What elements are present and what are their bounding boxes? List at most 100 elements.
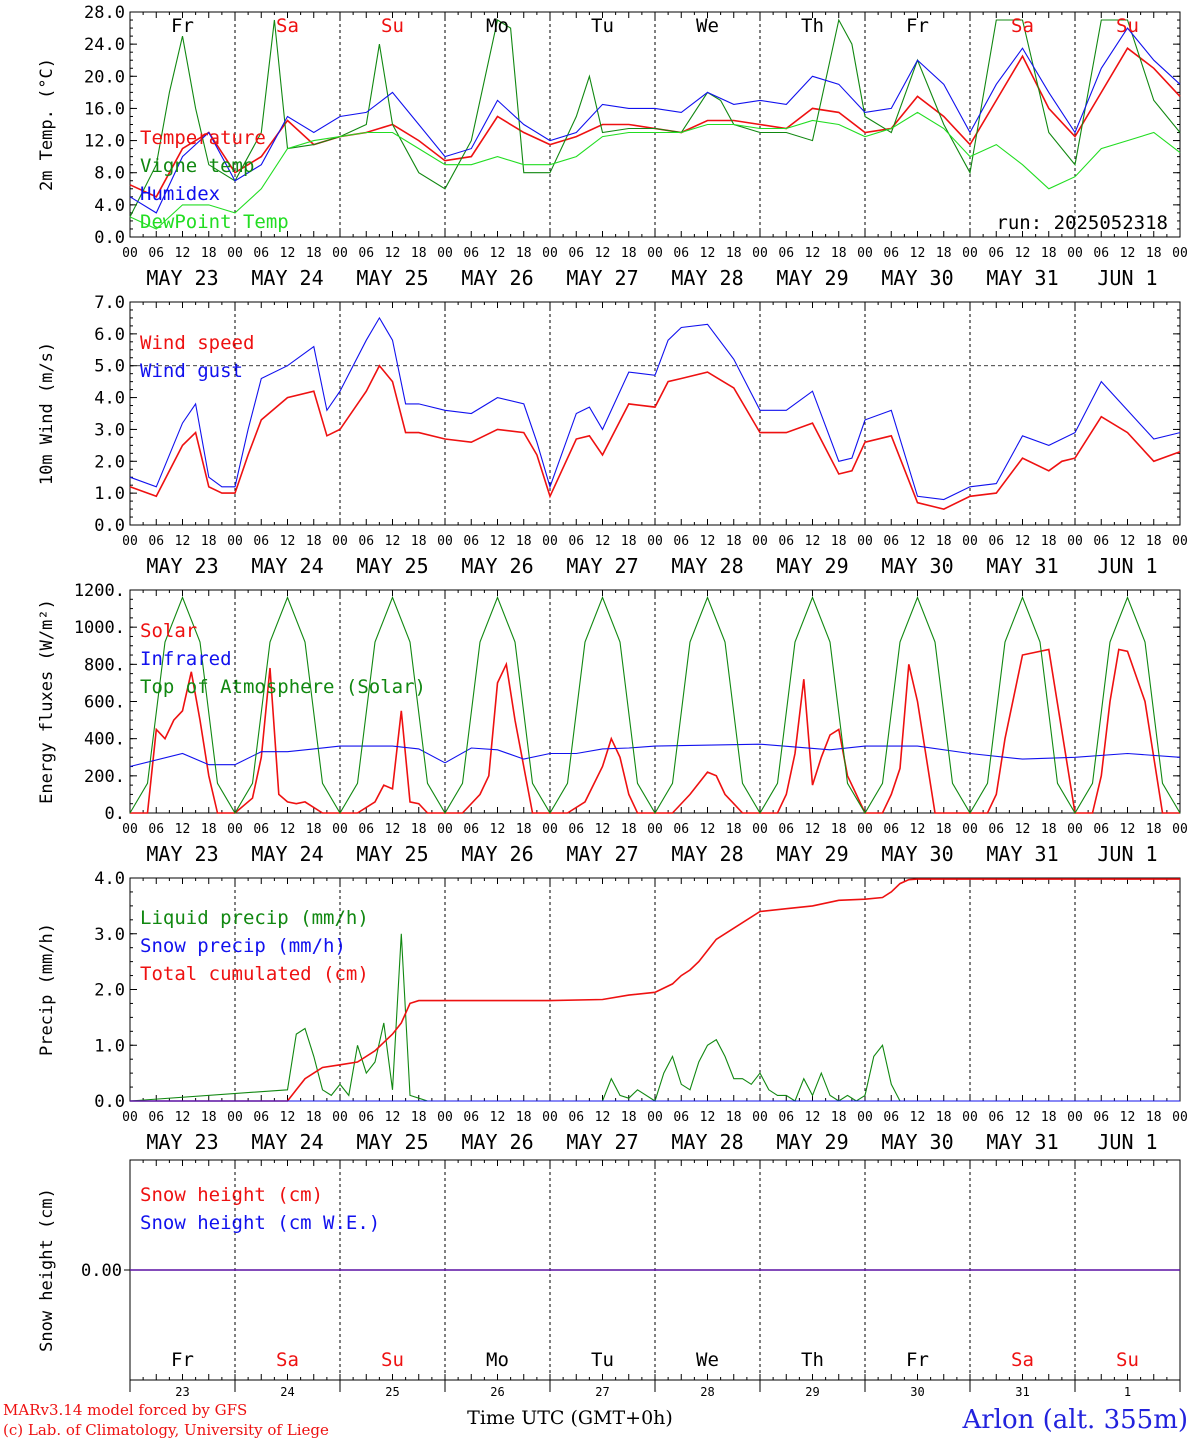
hour-tick-label: 18: [201, 246, 217, 261]
hour-tick-label: 00: [752, 534, 768, 549]
date-label: MAY 23: [146, 1130, 218, 1154]
hour-tick-label: 06: [883, 534, 899, 549]
hour-tick-label: 06: [358, 1110, 374, 1125]
day-number: 23: [175, 1385, 189, 1399]
hour-tick-label: 12: [595, 822, 611, 837]
weekday-label: Su: [1116, 1349, 1139, 1371]
legend-entry: Total cumulated (cm): [140, 963, 369, 985]
hour-tick-label: 12: [280, 534, 296, 549]
hour-tick-label: 18: [306, 246, 322, 261]
date-label: MAY 27: [566, 266, 638, 290]
date-label: MAY 24: [251, 1130, 323, 1154]
hour-tick-label: 12: [175, 534, 191, 549]
hour-tick-label: 18: [306, 822, 322, 837]
hour-tick-label: 00: [332, 822, 348, 837]
hour-tick-label: 12: [280, 1110, 296, 1125]
hour-tick-label: 00: [332, 534, 348, 549]
hour-tick-label: 12: [1120, 246, 1136, 261]
y-axis-title: 2m Temp. (°C): [37, 58, 57, 191]
hour-tick-label: 00: [647, 822, 663, 837]
hour-tick-label: 12: [490, 1110, 506, 1125]
hour-tick-label: 00: [542, 1110, 558, 1125]
hour-tick-label: 06: [253, 534, 269, 549]
hour-tick-label: 06: [1093, 246, 1109, 261]
weekday-label: Mo: [486, 15, 509, 37]
day-number: 30: [910, 1385, 924, 1399]
hour-tick-label: 18: [726, 822, 742, 837]
hour-tick-label: 18: [306, 534, 322, 549]
hour-tick-label: 18: [411, 822, 427, 837]
panel-4: 0.0 1.0 2.0 3.0 4.0 Precip (mm/h) Liquid preci…: [37, 869, 1188, 1154]
weekday-label: Th: [801, 15, 824, 37]
hour-tick-label: 00: [122, 1110, 138, 1125]
y-tick-label: 8.0: [94, 164, 125, 184]
hour-tick-label: 00: [437, 1110, 453, 1125]
weekday-label: Su: [381, 1349, 404, 1371]
hour-tick-label: 18: [831, 534, 847, 549]
hour-tick-label: 00: [437, 822, 453, 837]
panel-2: 0.0 1.0 2.0 3.0 4.0 5.0 6.0 7.0 10m Wind (m/s) Wi…: [37, 293, 1188, 578]
hour-tick-label: 12: [910, 1110, 926, 1125]
hour-tick-label: 06: [778, 1110, 794, 1125]
plot-frame: [129, 589, 1181, 814]
y-tick-label: 4.0: [94, 389, 125, 409]
date-label: JUN 1: [1097, 842, 1157, 866]
model-credit: MARv3.14 model forced by GFS: [3, 1401, 247, 1419]
series-wind-speed: [129, 364, 1181, 510]
hour-tick-label: 00: [752, 822, 768, 837]
hour-tick-label: 18: [831, 822, 847, 837]
date-label: MAY 27: [566, 554, 638, 578]
hour-tick-label: 18: [411, 534, 427, 549]
hour-tick-label: 06: [673, 822, 689, 837]
hour-tick-label: 06: [1093, 822, 1109, 837]
date-label: MAY 30: [881, 842, 953, 866]
hour-tick-label: 12: [385, 246, 401, 261]
hour-tick-label: 00: [227, 246, 243, 261]
hour-tick-label: 18: [621, 1110, 637, 1125]
date-label: MAY 25: [356, 842, 428, 866]
hour-tick-label: 06: [883, 1110, 899, 1125]
hour-tick-label: 00: [857, 534, 873, 549]
date-label: MAY 27: [566, 842, 638, 866]
y-tick-label: 4.0: [94, 196, 125, 216]
hour-tick-label: 00: [1067, 534, 1083, 549]
hour-tick-label: 18: [936, 246, 952, 261]
legend-entry: Temperature: [140, 127, 266, 149]
hour-tick-label: 06: [988, 534, 1004, 549]
hour-tick-label: 06: [358, 534, 374, 549]
hour-tick-label: 06: [568, 822, 584, 837]
date-label: JUN 1: [1097, 554, 1157, 578]
date-label: MAY 26: [461, 842, 533, 866]
legend-entry: Infrared: [140, 648, 232, 670]
weekday-label: We: [696, 15, 719, 37]
y-axis-title: Energy fluxes (W/m²): [37, 599, 57, 804]
hour-tick-label: 06: [988, 1110, 1004, 1125]
date-label: JUN 1: [1097, 1130, 1157, 1154]
hour-tick-label: 00: [1172, 534, 1188, 549]
legend-entry: Snow height (cm W.E.): [140, 1212, 380, 1234]
hour-tick-label: 12: [1120, 534, 1136, 549]
panel-3: 0. 200. 400. 600. 800. 1000. 1200. Energy fluxe…: [37, 581, 1188, 866]
y-tick-label: 20.0: [84, 67, 125, 87]
hour-tick-label: 06: [673, 534, 689, 549]
hour-tick-label: 12: [385, 534, 401, 549]
hour-tick-label: 18: [1041, 822, 1057, 837]
y-tick-label: 2.0: [94, 981, 125, 1001]
hour-tick-label: 12: [1015, 1110, 1031, 1125]
y-tick-label: 200.: [84, 767, 125, 787]
day-number: 28: [700, 1385, 714, 1399]
hour-tick-label: 06: [568, 1110, 584, 1125]
hour-tick-label: 12: [700, 246, 716, 261]
legend-entry: Top of Atmosphere (Solar): [140, 676, 426, 698]
hour-tick-label: 00: [1172, 822, 1188, 837]
weekday-label: We: [696, 1349, 719, 1371]
hour-tick-label: 18: [1041, 534, 1057, 549]
hour-tick-label: 12: [805, 246, 821, 261]
y-tick-label: 2.0: [94, 452, 125, 472]
weekday-label: Fr: [906, 15, 929, 37]
day-number: 31: [1015, 1385, 1029, 1399]
hour-tick-label: 12: [1015, 534, 1031, 549]
hour-tick-label: 06: [463, 534, 479, 549]
hour-tick-label: 06: [1093, 534, 1109, 549]
legend-entry: Snow precip (mm/h): [140, 935, 346, 957]
